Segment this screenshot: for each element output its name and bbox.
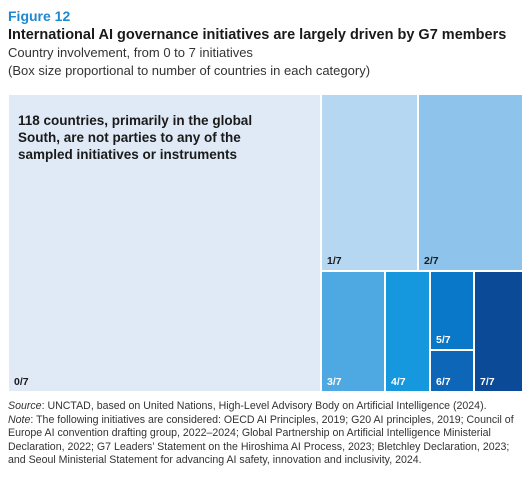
treemap-tile-4-of-7: 4/7 — [385, 271, 430, 392]
tile-label: 2/7 — [424, 255, 439, 267]
treemap-chart: 0/7 1/7 2/7 3/7 4/7 5/7 6/7 7/7 — [8, 94, 523, 392]
source-notes: Source: UNCTAD, based on United Nations,… — [8, 400, 523, 468]
note-text: : The following initiatives are consider… — [8, 413, 514, 467]
treemap-tile-1-of-7: 1/7 — [321, 94, 418, 271]
tile-label: 5/7 — [436, 334, 451, 346]
tile-label: 0/7 — [14, 376, 29, 388]
chart-subtitle: Country involvement, from 0 to 7 initiat… — [8, 45, 253, 60]
tile-label: 3/7 — [327, 376, 342, 388]
note-label: Note — [8, 413, 31, 426]
treemap-tile-2-of-7: 2/7 — [418, 94, 523, 271]
treemap-tile-5-of-7: 5/7 — [430, 271, 474, 350]
chart-subtitle-note: (Box size proportional to number of coun… — [8, 63, 371, 78]
treemap-tile-0-of-7: 0/7 — [8, 94, 321, 392]
treemap-tile-6-of-7: 6/7 — [430, 350, 474, 392]
chart-annotation: 118 countries, primarily in the global S… — [18, 113, 253, 162]
tile-label: 7/7 — [480, 376, 495, 388]
figure-label: Figure 12 — [8, 8, 71, 24]
treemap-tile-7-of-7: 7/7 — [474, 271, 523, 392]
tile-label: 1/7 — [327, 255, 342, 267]
source-text: : UNCTAD, based on United Nations, High-… — [41, 400, 487, 412]
tile-label: 4/7 — [391, 376, 406, 388]
tile-label: 6/7 — [436, 376, 451, 388]
source-label: Source — [8, 400, 42, 412]
treemap-tile-3-of-7: 3/7 — [321, 271, 385, 392]
chart-title: International AI governance initiatives … — [8, 27, 507, 43]
